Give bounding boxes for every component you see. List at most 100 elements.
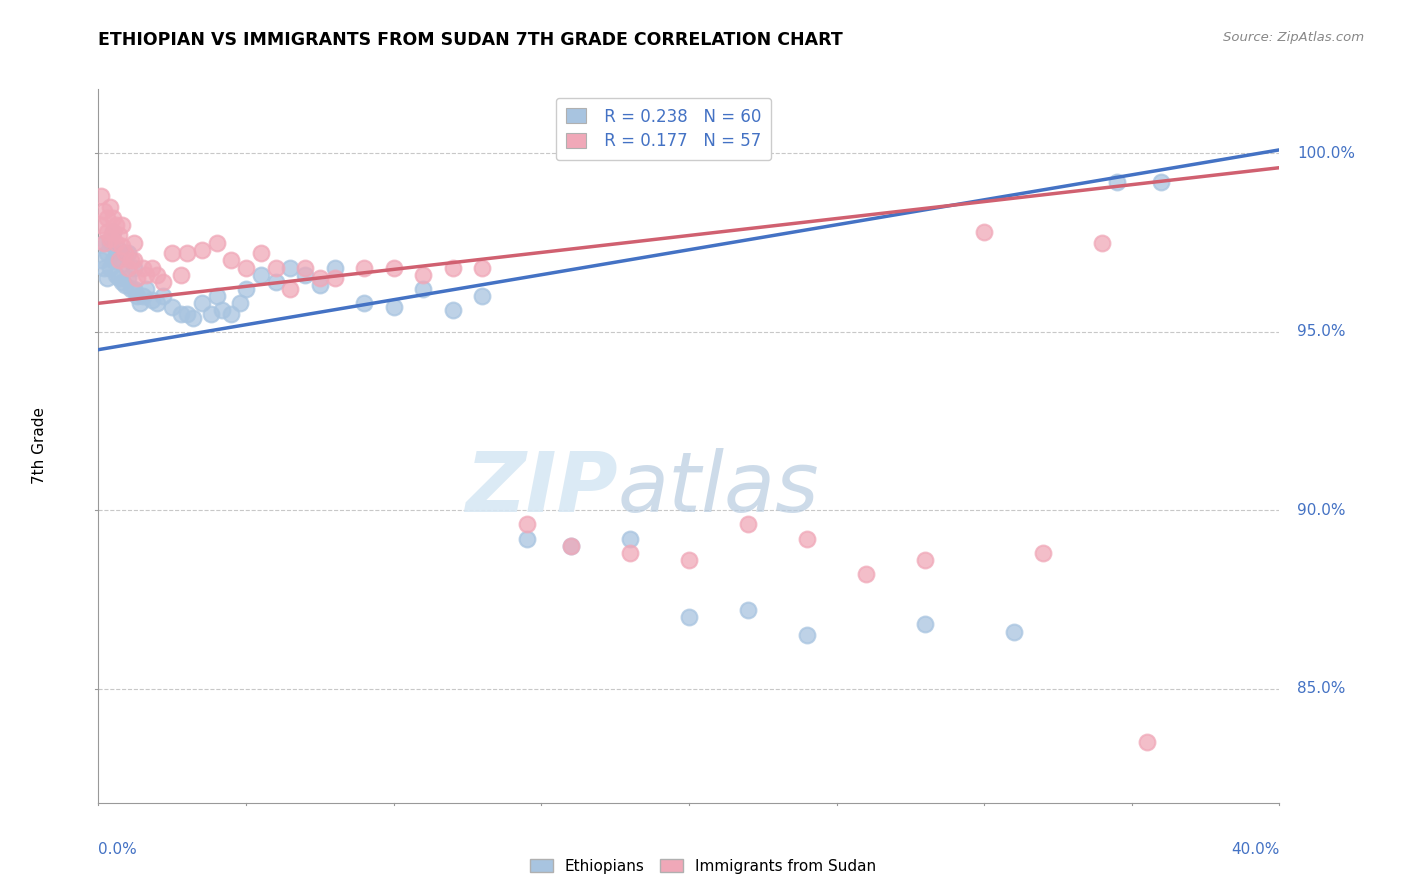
Point xyxy=(93,260,115,275)
Point xyxy=(471,289,494,303)
Point xyxy=(205,235,228,250)
Point xyxy=(108,243,131,257)
Point xyxy=(117,246,139,260)
Point xyxy=(98,235,121,250)
Point xyxy=(1032,546,1054,560)
Point xyxy=(122,253,145,268)
Point xyxy=(205,289,228,303)
Point xyxy=(211,303,233,318)
Point xyxy=(191,296,214,310)
Point xyxy=(93,235,115,250)
Point xyxy=(135,282,157,296)
Point xyxy=(278,260,302,275)
Point xyxy=(146,296,169,310)
Point xyxy=(678,553,700,567)
Text: 40.0%: 40.0% xyxy=(1232,842,1279,857)
Text: 85.0%: 85.0% xyxy=(1298,681,1346,696)
Point xyxy=(309,278,332,293)
Point xyxy=(162,300,183,314)
Point xyxy=(105,268,128,282)
Point xyxy=(114,278,136,293)
Text: Source: ZipAtlas.com: Source: ZipAtlas.com xyxy=(1223,31,1364,45)
Text: 95.0%: 95.0% xyxy=(1298,325,1346,339)
Point xyxy=(103,253,125,268)
Point xyxy=(560,539,582,553)
Point xyxy=(737,517,759,532)
Point xyxy=(111,218,134,232)
Point xyxy=(441,303,464,318)
Point xyxy=(111,239,134,253)
Point xyxy=(135,268,157,282)
Text: atlas: atlas xyxy=(619,449,820,529)
Point xyxy=(181,310,204,325)
Text: ETHIOPIAN VS IMMIGRANTS FROM SUDAN 7TH GRADE CORRELATION CHART: ETHIOPIAN VS IMMIGRANTS FROM SUDAN 7TH G… xyxy=(98,31,844,49)
Point xyxy=(111,257,134,271)
Point xyxy=(229,296,252,310)
Point xyxy=(170,268,193,282)
Point xyxy=(90,189,112,203)
Point xyxy=(1002,624,1025,639)
Point xyxy=(90,218,112,232)
Point xyxy=(98,260,121,275)
Point xyxy=(219,307,242,321)
Point xyxy=(122,260,145,275)
Point xyxy=(309,271,332,285)
Text: 90.0%: 90.0% xyxy=(1298,503,1346,517)
Legend:  R = 0.238   N = 60,  R = 0.177   N = 57: R = 0.238 N = 60, R = 0.177 N = 57 xyxy=(555,97,772,161)
Point xyxy=(191,243,214,257)
Point xyxy=(146,268,169,282)
Point xyxy=(441,260,464,275)
Point xyxy=(93,235,115,250)
Point xyxy=(264,260,287,275)
Point xyxy=(111,275,134,289)
Point xyxy=(323,260,346,275)
Point xyxy=(412,268,434,282)
Point xyxy=(170,307,193,321)
Point xyxy=(200,307,222,321)
Point xyxy=(515,532,537,546)
Point xyxy=(176,246,198,260)
Point xyxy=(96,225,118,239)
Point xyxy=(294,268,316,282)
Point xyxy=(120,282,142,296)
Point xyxy=(353,260,375,275)
Point xyxy=(1091,235,1114,250)
Point xyxy=(796,532,818,546)
Point xyxy=(914,617,936,632)
Point xyxy=(105,235,128,250)
Point xyxy=(132,289,155,303)
Point xyxy=(98,200,121,214)
Point xyxy=(382,300,405,314)
Point xyxy=(1105,175,1128,189)
Point xyxy=(219,253,242,268)
Point xyxy=(176,307,198,321)
Point xyxy=(323,271,346,285)
Point xyxy=(278,282,302,296)
Point xyxy=(108,271,131,285)
Point xyxy=(737,603,759,617)
Point xyxy=(125,271,148,285)
Point xyxy=(515,517,537,532)
Point xyxy=(152,289,174,303)
Text: 100.0%: 100.0% xyxy=(1298,146,1355,161)
Point xyxy=(294,260,316,275)
Point xyxy=(122,282,145,296)
Point xyxy=(103,225,125,239)
Point xyxy=(120,253,142,268)
Point xyxy=(103,225,125,239)
Point xyxy=(96,246,118,260)
Point xyxy=(678,610,700,624)
Point xyxy=(132,260,155,275)
Point xyxy=(105,246,128,260)
Point xyxy=(382,260,405,275)
Point xyxy=(141,293,163,307)
Point xyxy=(619,532,641,546)
Point xyxy=(235,260,257,275)
Point xyxy=(412,282,434,296)
Point xyxy=(560,539,582,553)
Text: 7th Grade: 7th Grade xyxy=(32,408,46,484)
Point xyxy=(103,211,125,225)
Point xyxy=(90,253,112,268)
Point xyxy=(1150,175,1173,189)
Point xyxy=(98,232,121,246)
